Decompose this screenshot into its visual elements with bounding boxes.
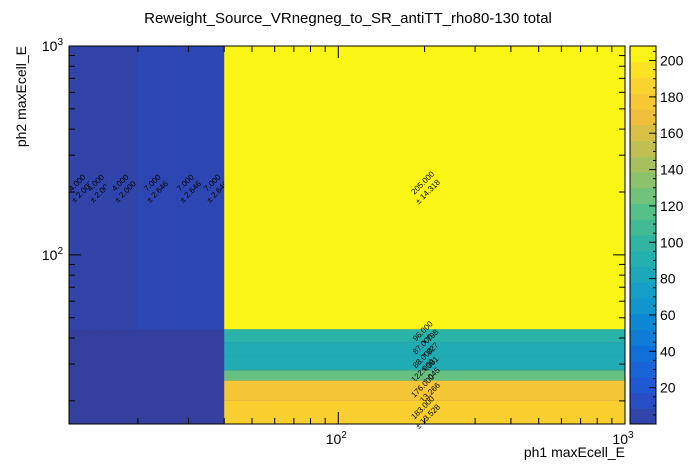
x-tick-label: 102 bbox=[326, 430, 348, 447]
color-scale-band bbox=[630, 219, 656, 236]
plot-frame bbox=[68, 45, 626, 425]
heatmap-cell bbox=[224, 400, 625, 424]
z-tick-label: 180 bbox=[660, 89, 684, 105]
color-scale-band bbox=[630, 392, 656, 409]
z-tick-label: 40 bbox=[660, 343, 676, 359]
color-scale-band bbox=[630, 77, 656, 94]
color-scale-band bbox=[630, 250, 656, 267]
heatmap-cell bbox=[224, 380, 625, 401]
heatmap-cell bbox=[224, 329, 625, 343]
heatmap-cell bbox=[88, 46, 107, 330]
z-tick-label: 100 bbox=[660, 234, 684, 250]
color-scale-band bbox=[630, 109, 656, 126]
heatmap-cell bbox=[224, 46, 625, 330]
color-scale-band bbox=[630, 376, 656, 393]
heatmap-cell bbox=[203, 46, 225, 330]
color-scale: 20 40 60 80 100 120 140 160 180 200 bbox=[629, 45, 684, 425]
heatmap-cell bbox=[224, 355, 625, 371]
heatmap-cell bbox=[170, 46, 204, 330]
color-scale-band bbox=[630, 282, 656, 299]
color-scale-band bbox=[630, 235, 656, 252]
z-tick-label: 160 bbox=[660, 125, 684, 141]
color-scale-band bbox=[630, 61, 656, 78]
x-axis-label: ph1 maxEcell_E bbox=[524, 444, 625, 460]
axes: 102 103 102 103 bbox=[42, 37, 634, 447]
z-tick-label: 80 bbox=[660, 271, 676, 287]
color-scale-band bbox=[630, 266, 656, 283]
color-scale-band bbox=[630, 298, 656, 315]
z-tick-label: 60 bbox=[660, 307, 676, 323]
heatmap-cell bbox=[137, 46, 171, 330]
heatmap-cell bbox=[69, 46, 89, 330]
color-scale-band bbox=[630, 172, 656, 189]
color-scale-band bbox=[630, 46, 656, 63]
y-axis-label: ph2 maxEcell_E bbox=[13, 46, 29, 147]
z-tick-label: 140 bbox=[660, 162, 684, 178]
heatmap-cell bbox=[224, 342, 625, 356]
color-scale-band bbox=[630, 408, 656, 425]
color-scale-band bbox=[630, 140, 656, 157]
y-tick-label: 103 bbox=[42, 37, 64, 54]
color-scale-band bbox=[630, 156, 656, 173]
heatmap-cell bbox=[224, 370, 625, 381]
x-tick-label: 103 bbox=[612, 430, 634, 447]
color-scale-band bbox=[630, 187, 656, 204]
color-scale-band bbox=[630, 361, 656, 378]
z-tick-label: 200 bbox=[660, 53, 684, 69]
z-tick-label: 120 bbox=[660, 198, 684, 214]
color-scale-band bbox=[630, 203, 656, 220]
color-scale-band bbox=[630, 93, 656, 110]
z-tick-label: 20 bbox=[660, 380, 676, 396]
color-scale-band bbox=[630, 345, 656, 362]
color-scale-band bbox=[630, 329, 656, 346]
heatmap-cell bbox=[106, 46, 138, 330]
chart-title: Reweight_Source_VRnegneg_to_SR_antiTT_rh… bbox=[144, 10, 552, 27]
color-scale-band bbox=[630, 313, 656, 330]
color-scale-frame bbox=[629, 45, 657, 425]
y-tick-label: 102 bbox=[42, 246, 64, 263]
color-scale-band bbox=[630, 124, 656, 141]
